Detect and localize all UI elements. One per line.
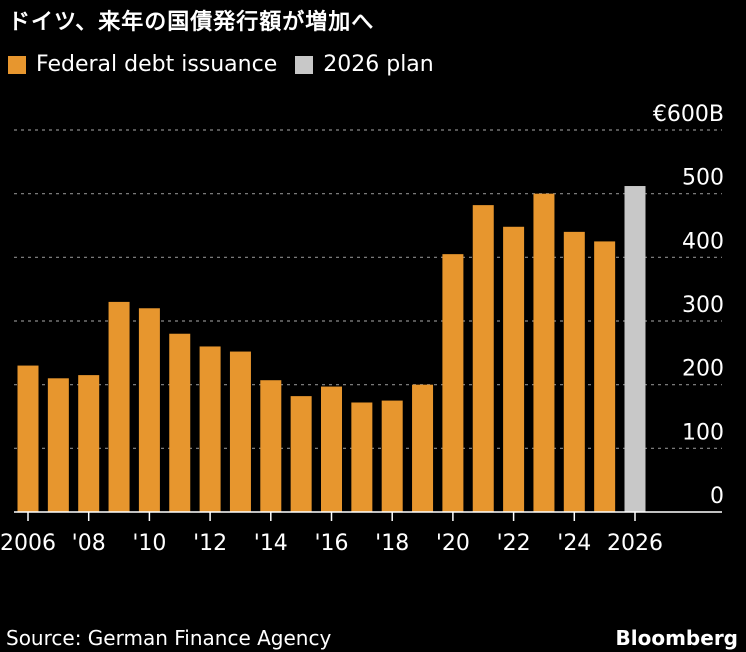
chart-title: ドイツ、来年の国債発行額が増加へ (8, 10, 375, 35)
bar-2017 (351, 402, 373, 512)
bar-2018 (381, 400, 403, 512)
x-tick-label: '10 (132, 531, 166, 556)
bar-2026 (624, 186, 646, 512)
x-tick-label: '08 (72, 531, 106, 556)
bar-2008 (78, 375, 100, 512)
bar-2012 (199, 346, 221, 512)
legend-label-federal: Federal debt issuance (36, 52, 278, 77)
bar-2022 (503, 226, 525, 513)
legend-swatch-plan (295, 55, 314, 74)
x-tick-label: '12 (193, 531, 227, 556)
y-tick-label: 0 (710, 484, 724, 509)
bar-2015 (290, 396, 312, 512)
bar-2020 (442, 254, 464, 512)
y-tick-label: 300 (682, 293, 724, 318)
x-tick-label: '16 (314, 531, 348, 556)
bar-2024 (563, 231, 585, 512)
x-tick-label: 2006 (0, 531, 56, 556)
source-note: Source: German Finance Agency (6, 626, 332, 650)
bar-2014 (260, 380, 282, 512)
x-tick-label: '14 (254, 531, 288, 556)
x-tick-label: '24 (557, 531, 591, 556)
legend-label-plan: 2026 plan (323, 52, 434, 77)
y-tick-label: 400 (682, 229, 724, 254)
x-tick-label: '20 (436, 531, 470, 556)
legend-item-plan: 2026 plan (295, 52, 434, 77)
bar-2011 (169, 333, 191, 512)
legend: Federal debt issuance 2026 plan (8, 52, 434, 77)
bar-2009 (108, 301, 130, 512)
bar-2016 (321, 386, 342, 512)
bar-2023 (533, 193, 555, 512)
bar-2010 (138, 308, 160, 512)
bar-2019 (412, 384, 434, 512)
bar-2025 (594, 241, 616, 512)
y-tick-label: 100 (682, 420, 724, 445)
x-tick-label: '22 (497, 531, 531, 556)
bar-2013 (229, 351, 251, 512)
bar-2021 (472, 205, 494, 513)
bar-2006 (17, 365, 39, 512)
x-tick-label: '18 (375, 531, 409, 556)
bar-2007 (47, 378, 69, 512)
y-tick-label: €600B (653, 102, 724, 127)
y-tick-label: 200 (682, 357, 724, 382)
legend-swatch-federal (8, 55, 26, 74)
legend-item-federal: Federal debt issuance (8, 52, 277, 77)
x-tick-label: 2026 (607, 531, 663, 556)
y-tick-label: 500 (682, 166, 724, 191)
bloomberg-logo: Bloomberg (615, 626, 738, 650)
